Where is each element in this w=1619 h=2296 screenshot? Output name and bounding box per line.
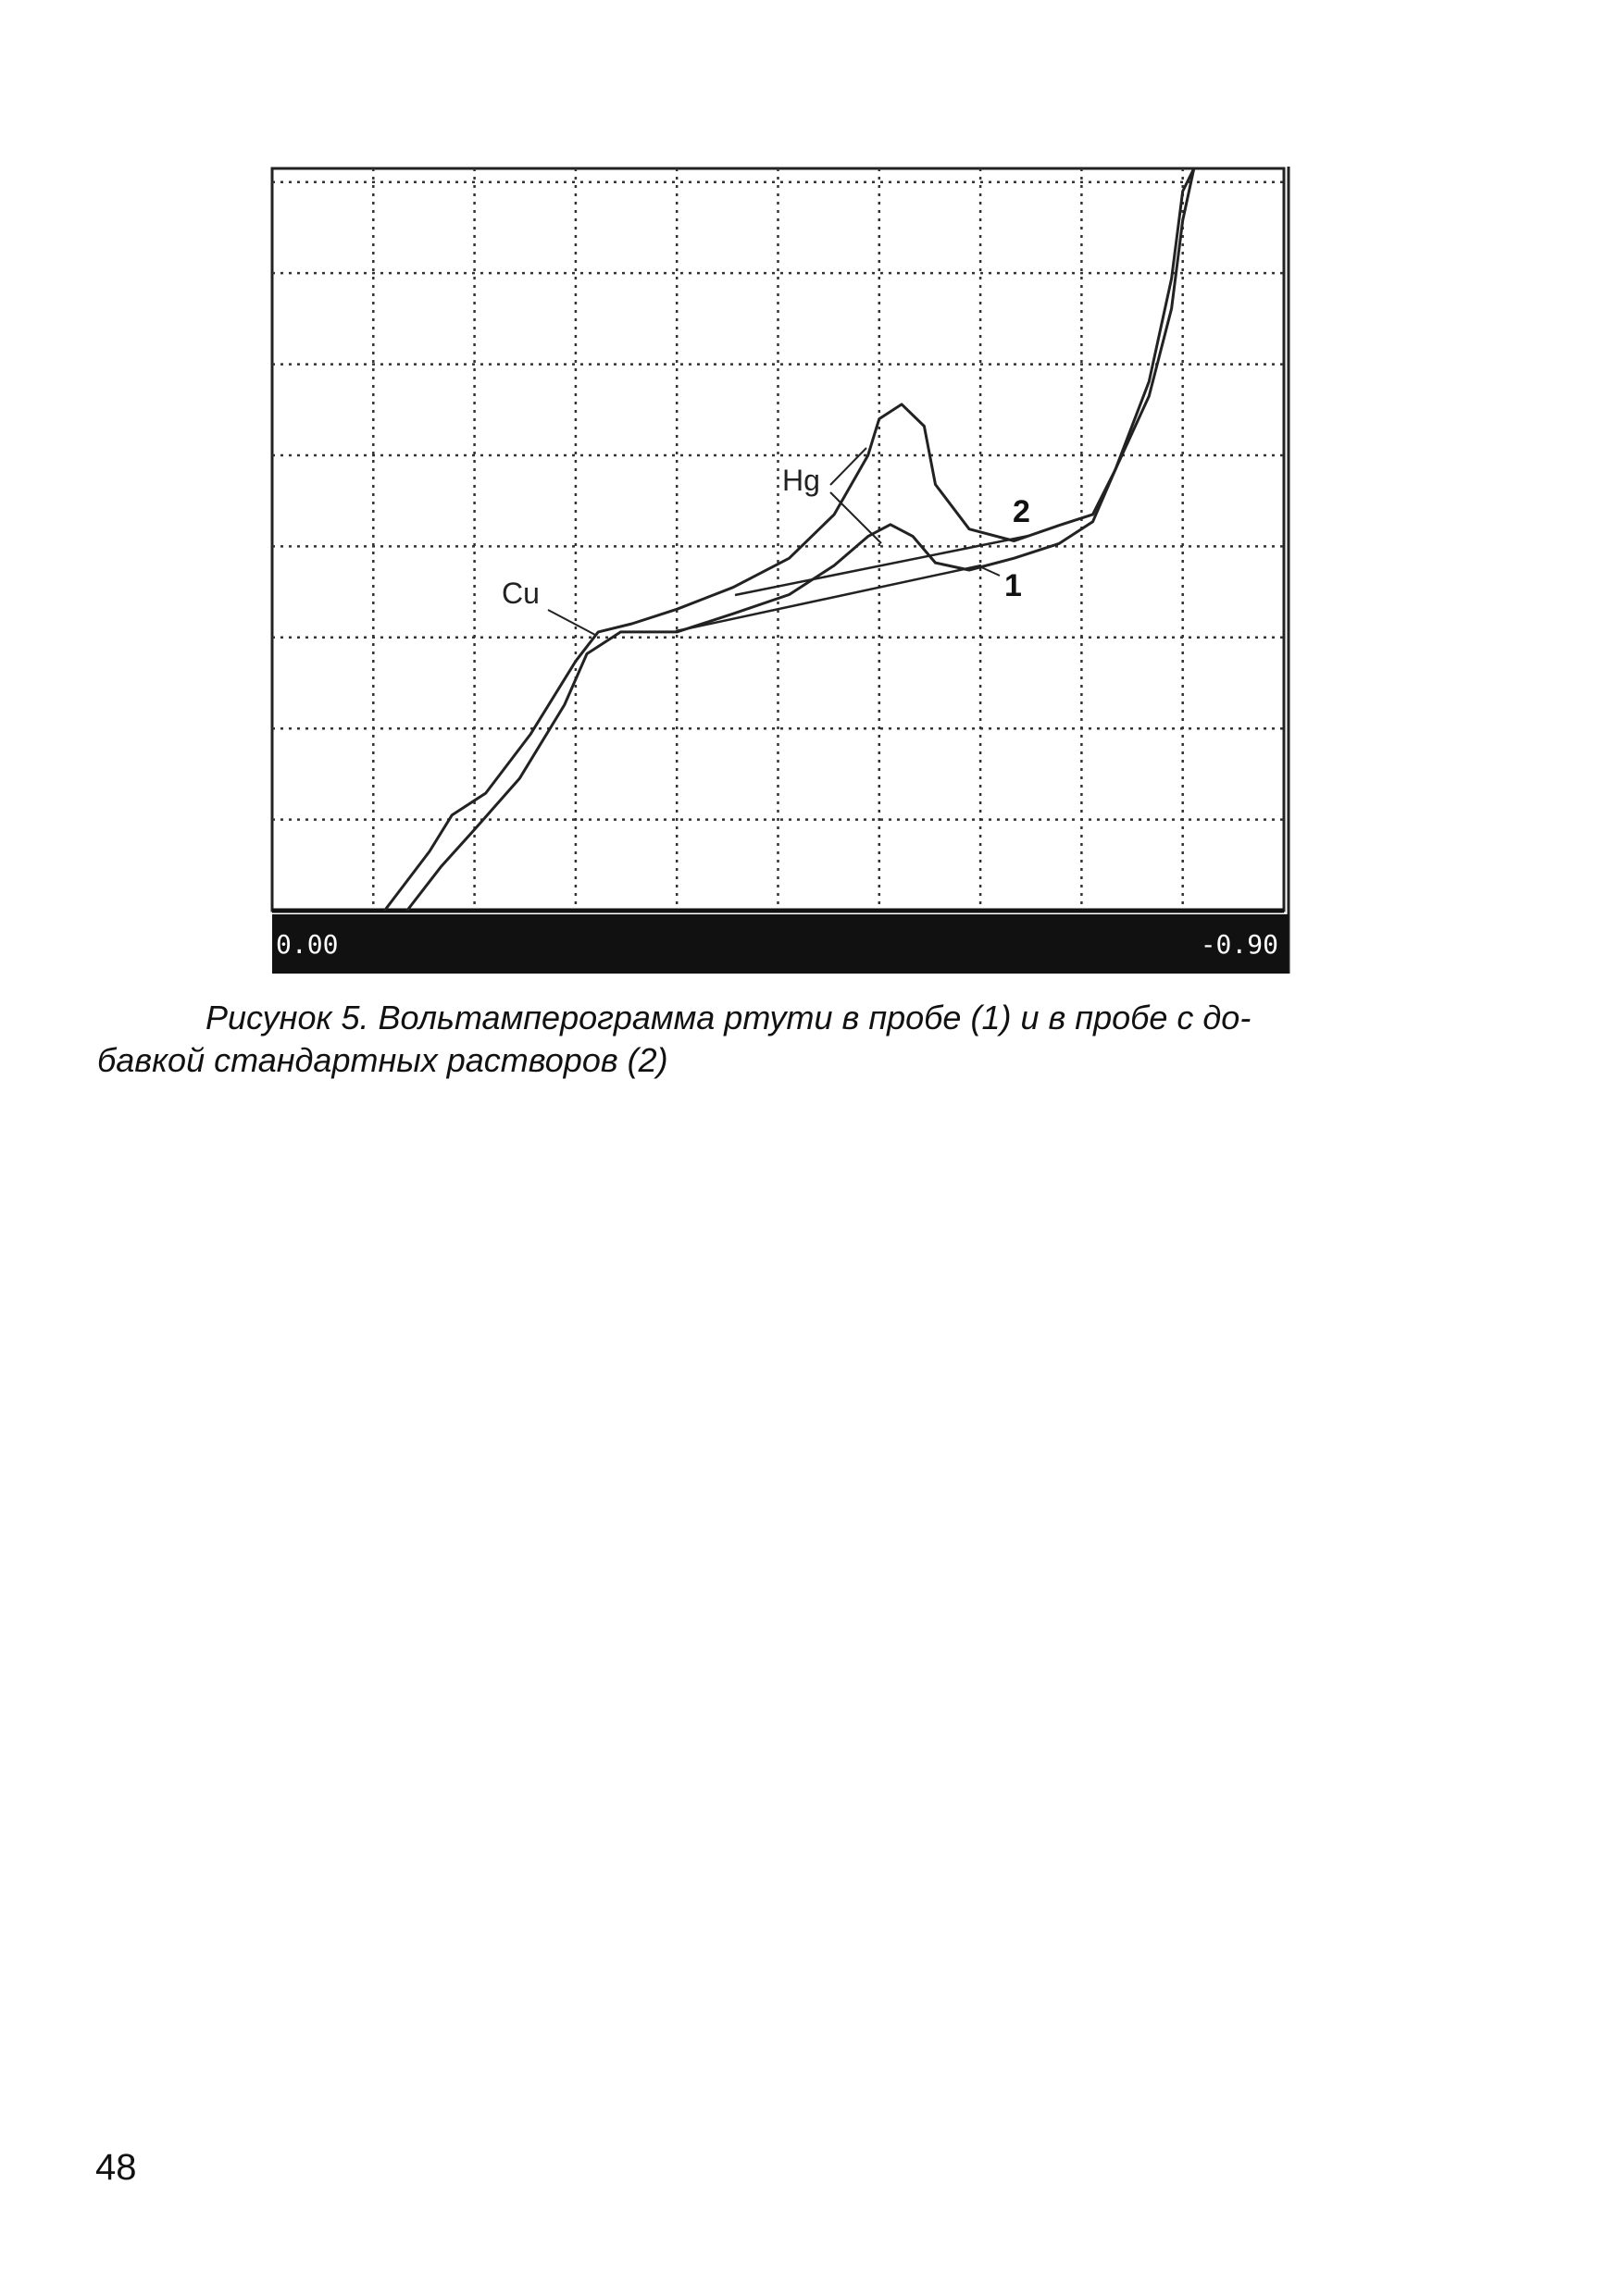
caption-line: бавкой стандартных растворов (2)	[97, 1041, 668, 1079]
caption-line: Рисунок 5. Вольтамперограмма ртути в про…	[205, 999, 1251, 1036]
page-number: 48	[95, 2147, 137, 2188]
axis-bar	[272, 914, 1289, 974]
x-tick-label: 0.00	[276, 929, 338, 960]
series-label: 1	[1004, 568, 1022, 603]
leader-line	[829, 491, 882, 544]
series-label: 2	[1013, 494, 1030, 529]
plot-frame	[270, 167, 1286, 912]
x-tick-label: -0.90	[1201, 929, 1278, 960]
peak-baseline	[734, 534, 1029, 597]
curve	[405, 168, 1196, 911]
peak-baseline	[675, 564, 982, 633]
annotation: Hg	[782, 464, 820, 497]
leader-line	[978, 565, 1001, 577]
leader-line	[829, 447, 867, 486]
annotation: Cu	[502, 577, 540, 610]
leader-line	[547, 609, 596, 636]
